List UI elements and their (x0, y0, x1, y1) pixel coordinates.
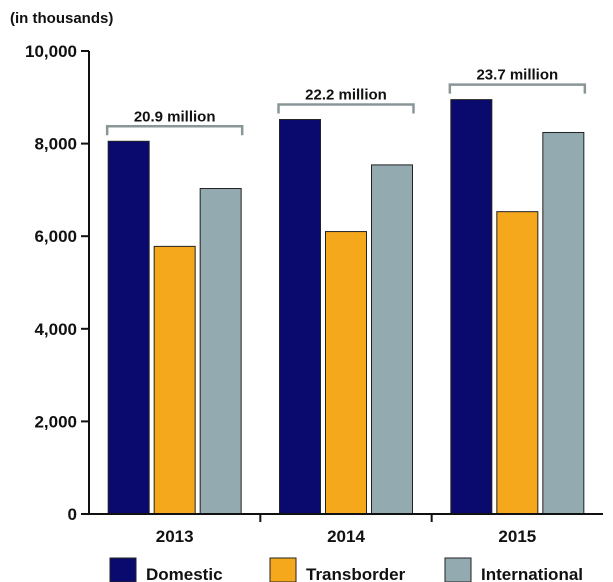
bar-transborder-2014 (325, 231, 367, 515)
y-tick-label: 8,000 (34, 135, 77, 154)
unit-label: (in thousands) (10, 10, 113, 27)
legend-label-international: International (481, 565, 583, 582)
y-axis: 0 2,000 4,000 6,000 8,000 10,000 (25, 42, 90, 524)
total-bracket (105, 125, 244, 136)
bar-international-2015 (542, 131, 585, 515)
x-axis: 2013 2014 2015 (89, 513, 603, 546)
bar-transborder-2013 (153, 245, 196, 515)
group-total-label: 23.7 million (476, 67, 558, 84)
bar-transborder-2015 (496, 211, 539, 515)
legend-swatch-transborder (269, 557, 297, 582)
bars (107, 99, 585, 515)
bar-international-2014 (371, 164, 413, 515)
y-tick-label: 10,000 (25, 42, 77, 61)
group-total-label: 22.2 million (305, 87, 387, 104)
legend-label-transborder: Transborder (306, 565, 406, 582)
total-bracket (277, 103, 415, 114)
y-tick-label: 6,000 (34, 227, 77, 246)
bar-domestic-2013 (107, 140, 150, 515)
bar-domestic-2014 (279, 119, 321, 515)
legend-swatch-domestic (109, 557, 137, 582)
x-tick-label: 2013 (156, 527, 194, 546)
bar-international-2013 (199, 188, 242, 515)
x-tick-label: 2015 (498, 527, 536, 546)
y-tick-label: 2,000 (34, 412, 77, 431)
legend-swatch-international (444, 557, 472, 582)
group-total-label: 20.9 million (134, 108, 216, 125)
total-bracket (448, 83, 587, 94)
legend: Domestic Transborder International (109, 557, 583, 582)
legend-label-domestic: Domestic (146, 565, 223, 582)
group-totals: 20.9 million 22.2 million 23.7 million (105, 67, 587, 136)
y-tick-label: 0 (68, 505, 77, 524)
bar-domestic-2015 (450, 99, 493, 515)
y-tick-label: 4,000 (34, 320, 77, 339)
x-tick-label: 2014 (327, 527, 365, 546)
